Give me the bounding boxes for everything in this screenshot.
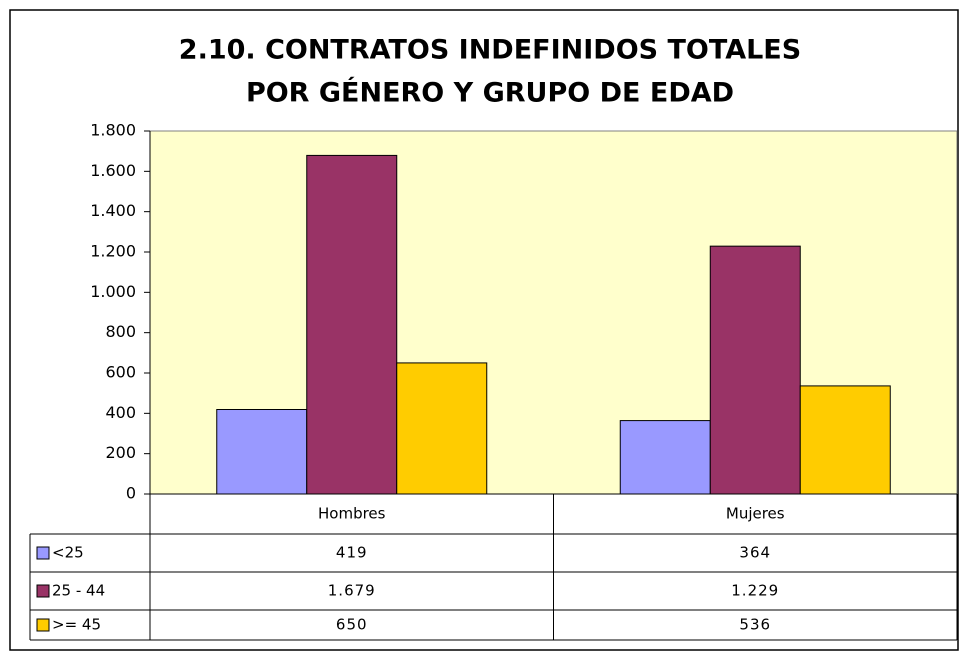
chart-title: POR GÉNERO Y GRUPO DE EDAD <box>246 77 734 109</box>
data-label: 364 <box>739 544 771 562</box>
legend-label: 25 - 44 <box>52 582 105 600</box>
y-tick-label: 0 <box>126 484 136 503</box>
bar <box>709 245 801 495</box>
chart-title: 2.10. CONTRATOS INDEFINIDOS TOTALES <box>179 35 801 66</box>
legend-label: >= 45 <box>52 616 101 634</box>
legend-swatch <box>36 546 50 560</box>
bar <box>306 154 398 495</box>
bar <box>216 409 308 495</box>
bar <box>619 420 711 495</box>
legend-swatch <box>36 584 50 598</box>
y-tick-label: 1.200 <box>90 242 136 261</box>
y-tick-label: 1.000 <box>90 282 136 301</box>
y-tick-label: 1.400 <box>90 201 136 220</box>
y-tick-label: 1.800 <box>90 121 136 140</box>
data-label: 419 <box>336 544 368 562</box>
y-tick-label: 1.600 <box>90 161 136 180</box>
data-label: 650 <box>336 616 368 634</box>
data-label: 1.229 <box>731 582 779 600</box>
bar <box>799 385 891 495</box>
y-tick-label: 400 <box>105 403 136 422</box>
x-tick-label: Mujeres <box>726 505 785 523</box>
legend-swatch <box>36 618 50 632</box>
y-tick-label: 600 <box>105 363 136 382</box>
legend-label: <25 <box>52 544 84 562</box>
bar <box>396 362 488 495</box>
x-tick-label: Hombres <box>318 505 386 523</box>
data-label: 1.679 <box>328 582 376 600</box>
data-label: 536 <box>739 616 771 634</box>
y-tick-label: 800 <box>105 322 136 341</box>
y-tick-label: 200 <box>105 443 136 462</box>
